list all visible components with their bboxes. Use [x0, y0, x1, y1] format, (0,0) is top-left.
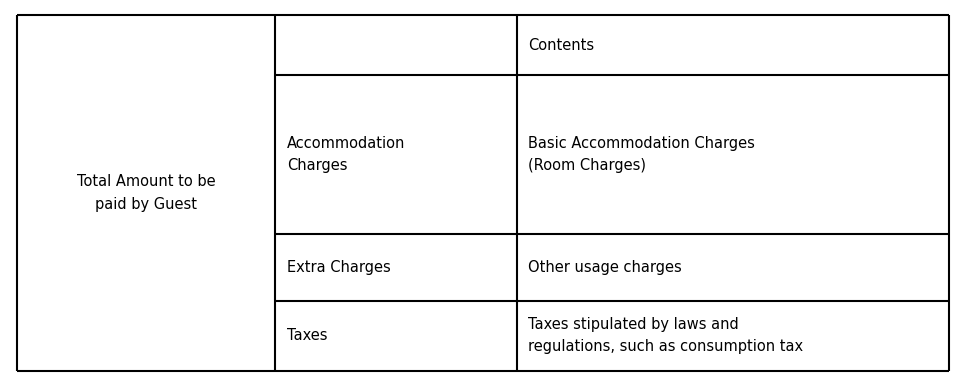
- Text: Contents: Contents: [528, 38, 594, 53]
- Text: Extra Charges: Extra Charges: [287, 260, 390, 275]
- Text: Taxes: Taxes: [287, 328, 327, 343]
- Text: Accommodation
Charges: Accommodation Charges: [287, 136, 406, 173]
- Text: Total Amount to be
paid by Guest: Total Amount to be paid by Guest: [77, 174, 215, 212]
- Text: Taxes stipulated by laws and
regulations, such as consumption tax: Taxes stipulated by laws and regulations…: [528, 317, 804, 354]
- Text: Basic Accommodation Charges
(Room Charges): Basic Accommodation Charges (Room Charge…: [528, 136, 755, 173]
- Text: Other usage charges: Other usage charges: [528, 260, 682, 275]
